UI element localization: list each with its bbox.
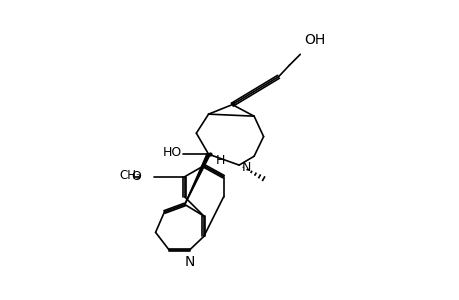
Text: N: N <box>241 160 251 174</box>
Text: HO: HO <box>162 146 182 159</box>
Text: H: H <box>216 154 225 167</box>
Polygon shape <box>231 102 235 106</box>
Text: N: N <box>184 255 194 269</box>
Text: CH₃: CH₃ <box>118 169 140 182</box>
Polygon shape <box>185 154 210 205</box>
Text: O: O <box>131 170 141 183</box>
Text: OH: OH <box>304 33 325 47</box>
